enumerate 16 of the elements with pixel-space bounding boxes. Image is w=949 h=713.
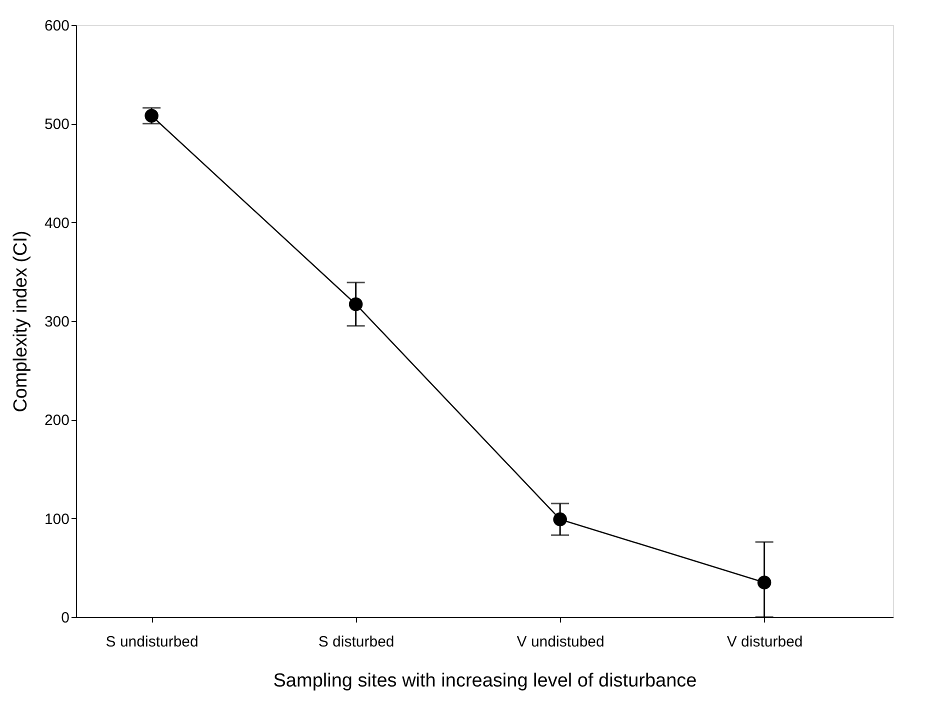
y-tick-label: 600	[44, 18, 70, 34]
y-axis-title: Complexity index (CI)	[10, 230, 32, 412]
x-axis-title: Sampling sites with increasing level of disturbance	[273, 670, 697, 692]
x-tick-label: S disturbed	[318, 634, 394, 650]
point	[553, 512, 567, 526]
x-tick-label: V undistubed	[516, 634, 604, 650]
y-tick-label: 300	[44, 314, 70, 330]
y-tick-label: 400	[44, 214, 70, 232]
y-tick-label: 200	[44, 412, 70, 430]
point	[348, 297, 363, 312]
y-tick-label: 500	[44, 116, 70, 134]
x-tick-label: S undisturbed	[106, 634, 198, 650]
point	[757, 576, 772, 590]
x-tick-label: V disturbed	[726, 634, 803, 650]
y-tick-label: 0	[61, 610, 70, 626]
y-tick-label: 100	[44, 510, 70, 528]
